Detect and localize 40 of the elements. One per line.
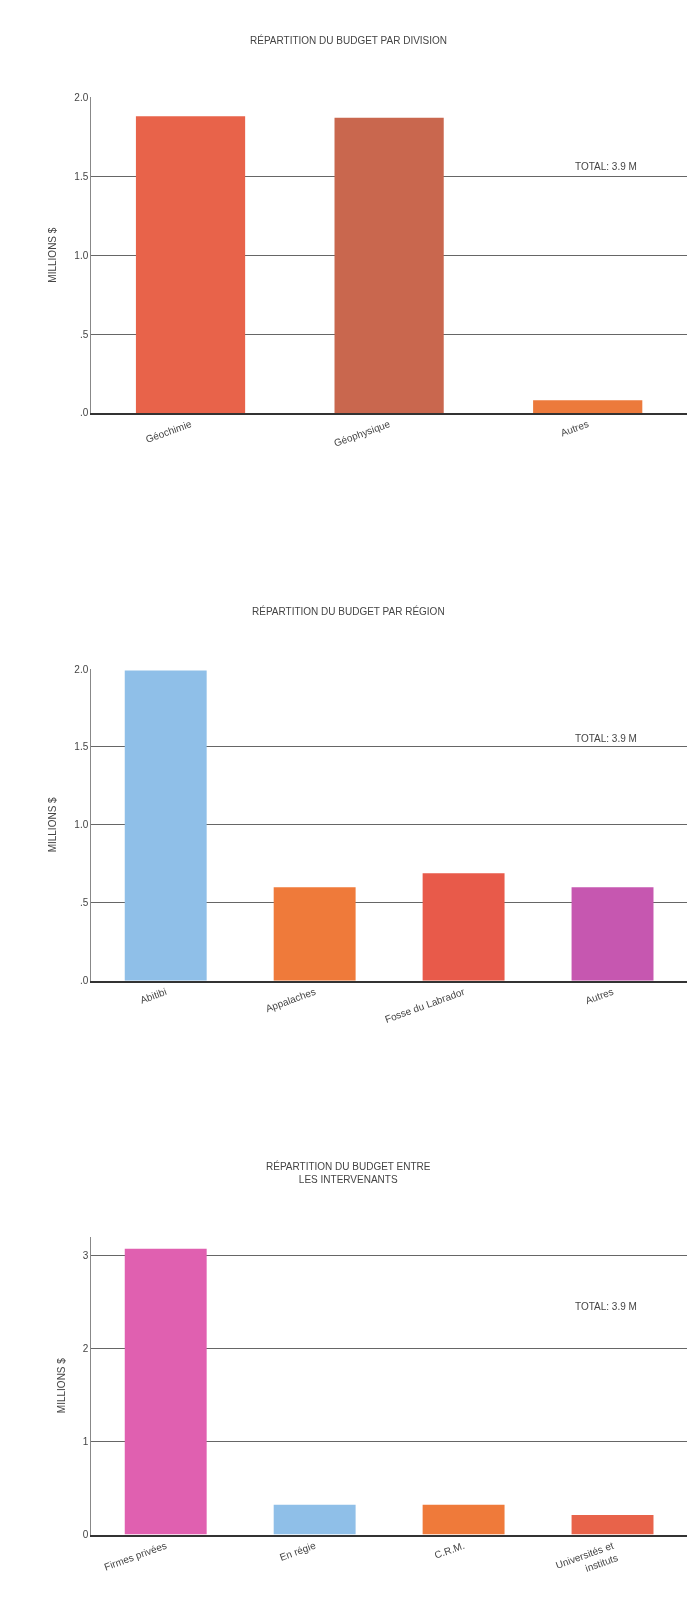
- y-tick-label: 3: [82, 1249, 89, 1261]
- y-tick-label: 1: [82, 1435, 89, 1447]
- x-tick-label: Autres: [559, 418, 591, 439]
- y-tick-label: .0: [79, 407, 89, 419]
- x-tick-label: Abitibi: [138, 985, 169, 1006]
- x-tick-label: Autres: [584, 985, 615, 1007]
- y-tick-label: 2.0: [74, 663, 89, 675]
- bar: [571, 1514, 654, 1535]
- y-tick-label: 1.0: [74, 819, 89, 831]
- bar: [273, 1504, 356, 1535]
- bar: [124, 670, 207, 981]
- bar: [273, 887, 356, 981]
- y-tick-label: 1.5: [74, 741, 89, 753]
- x-tick-label: C.R.M.: [432, 1539, 466, 1561]
- y-tick-label: 2: [82, 1342, 89, 1354]
- y-tick-label: 1.0: [74, 249, 89, 261]
- y-tick-label: .0: [79, 975, 89, 987]
- chart-title: RÉPARTITION DU BUDGET ENTRE LES INTERVENANTS: [266, 1160, 431, 1185]
- chart-title: RÉPARTITION DU BUDGET PAR RÉGION: [252, 605, 445, 617]
- chart-title: RÉPARTITION DU BUDGET PAR DIVISION: [250, 34, 448, 46]
- annotation: TOTAL: 3.9 M: [575, 1301, 637, 1312]
- bar: [334, 117, 444, 413]
- bar: [533, 400, 643, 413]
- y-tick-label: 1.5: [74, 170, 89, 182]
- bar: [422, 873, 505, 981]
- annotation: TOTAL: 3.9 M: [575, 161, 637, 172]
- y-tick-label: .5: [79, 897, 89, 909]
- y-axis-title: MILLIONS $: [47, 227, 59, 283]
- y-tick-label: 0: [82, 1529, 89, 1541]
- x-tick-label: En régie: [278, 1539, 318, 1563]
- x-tick-label: Firmes privées: [102, 1539, 169, 1573]
- bar: [124, 1248, 207, 1535]
- annotation: TOTAL: 3.9 M: [575, 733, 637, 744]
- bar: [135, 116, 246, 413]
- y-tick-label: 2.0: [74, 91, 89, 103]
- bar: [571, 887, 654, 981]
- bar: [422, 1504, 505, 1535]
- y-axis-title: MILLIONS $: [47, 796, 59, 853]
- y-tick-label: .5: [79, 328, 89, 340]
- y-axis-title: MILLIONS $: [55, 1357, 67, 1414]
